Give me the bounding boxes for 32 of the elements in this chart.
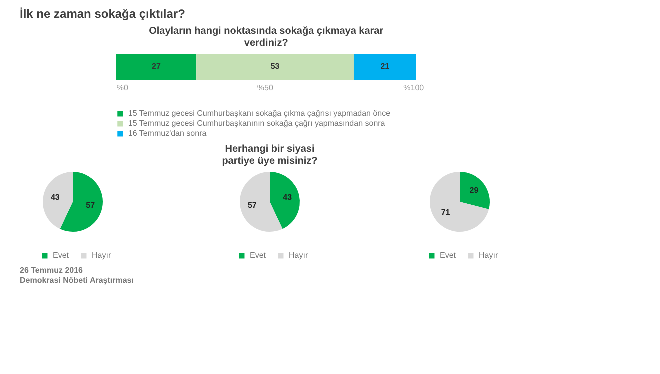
legend-label: 15 Temmuz gecesi Cumhurbaşkanı sokağa çıkma çağrısı yapmadan önce bbox=[128, 109, 392, 118]
pie-slice bbox=[43, 172, 73, 230]
text: Demokrasi Nöbeti Araştırması bbox=[20, 276, 134, 285]
pie-slice bbox=[270, 172, 300, 230]
pie-slice bbox=[460, 172, 490, 210]
legend-label: Evet bbox=[53, 251, 70, 260]
pie-slice bbox=[240, 172, 283, 232]
pie-slice bbox=[430, 172, 490, 232]
legend-label: Hayır bbox=[479, 251, 498, 260]
legend-label: Hayır bbox=[92, 251, 112, 260]
legend-label: Evet bbox=[250, 251, 267, 260]
text: İlk ne zaman sokağa çıktılar? bbox=[20, 7, 186, 21]
legend-label: 15 Temmuz gecesi Cumhurbaşkanının sokağa çağrı yapmasından sonra bbox=[128, 119, 386, 128]
data-label: 57 bbox=[248, 200, 258, 210]
data-label: 71 bbox=[441, 208, 451, 218]
pie-slice bbox=[60, 172, 103, 232]
legend-label: 16 Temmuz'dan sonra bbox=[128, 129, 208, 138]
text: 26 Temmuz 2016 bbox=[20, 266, 84, 275]
legend-label: Evet bbox=[440, 251, 457, 260]
data-label: 21 bbox=[380, 62, 390, 71]
data-label: 43 bbox=[283, 193, 293, 202]
x-tick-label: %50 bbox=[257, 84, 274, 92]
x-tick-label: %0 bbox=[116, 84, 129, 92]
data-label: 29 bbox=[470, 186, 480, 195]
x-tick-label: %100 bbox=[404, 84, 425, 92]
data-label: 53 bbox=[270, 62, 280, 71]
data-label: 43 bbox=[50, 193, 60, 202]
legend-label: Hayır bbox=[289, 251, 308, 260]
data-label: 27 bbox=[152, 62, 162, 71]
chart-title: Olayların hangi noktasında sokağa çıkmaya karar verdiniz? bbox=[149, 26, 384, 49]
chart-title: Herhangi bir siyasi partiye üye misiniz? bbox=[222, 144, 318, 167]
data-label: 57 bbox=[86, 200, 96, 210]
